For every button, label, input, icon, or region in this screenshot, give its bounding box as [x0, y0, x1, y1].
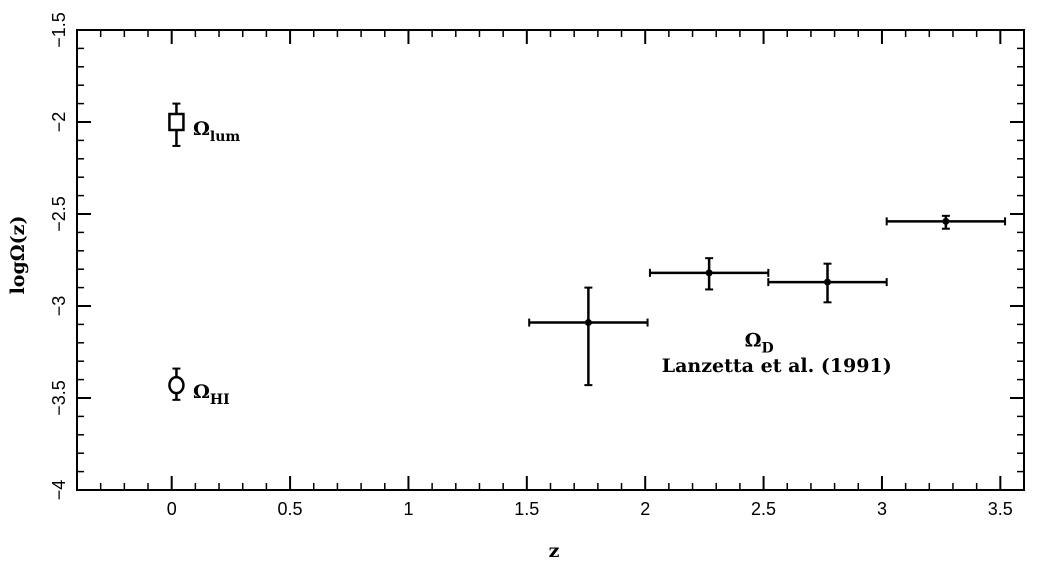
x-tick-label: 0	[167, 499, 177, 519]
x-tick-label: 1	[403, 499, 413, 519]
x-tick-label: 3.5	[988, 499, 1013, 519]
plot-border	[76, 29, 1025, 491]
y-tick-label: −3	[49, 296, 69, 317]
tick-labels: 0 0.5 1 1.5 2 2.5 3 3.5 −4 −3.5 −3 −2.5 −2 −1.5	[49, 12, 1013, 519]
x-tick-label: 1.5	[514, 499, 539, 519]
y-tick-label: −3.5	[49, 380, 69, 416]
x-axis-label: z	[549, 540, 560, 562]
data-point-dot	[942, 217, 950, 225]
data-point-dot	[584, 319, 592, 327]
y-tick-label: −1.5	[49, 12, 69, 48]
x-tick-label: 0.5	[278, 499, 303, 519]
annotation-ref: Lanzetta et al. (1991)	[662, 355, 892, 377]
x-tick-label: 2.5	[751, 499, 776, 519]
axis-ticks	[76, 29, 1025, 491]
data-marks	[168, 102, 1007, 401]
annotation-lum: Ωlum	[193, 118, 240, 145]
data-point-circle	[168, 375, 185, 395]
y-axis-label: logΩ(z)	[7, 216, 29, 295]
data-point-dot	[823, 278, 831, 286]
annotation-hi: ΩHI	[193, 381, 230, 408]
x-tick-label: 2	[640, 499, 650, 519]
plot-frame	[76, 29, 1025, 491]
data-point-dot	[705, 269, 713, 277]
x-tick-label: 3	[877, 499, 887, 519]
y-tick-label: −2	[49, 112, 69, 133]
data-point-square	[168, 112, 185, 132]
y-tick-label: −2.5	[49, 196, 69, 232]
annotation-d: ΩD	[745, 329, 774, 356]
y-tick-label: −4	[49, 480, 69, 501]
